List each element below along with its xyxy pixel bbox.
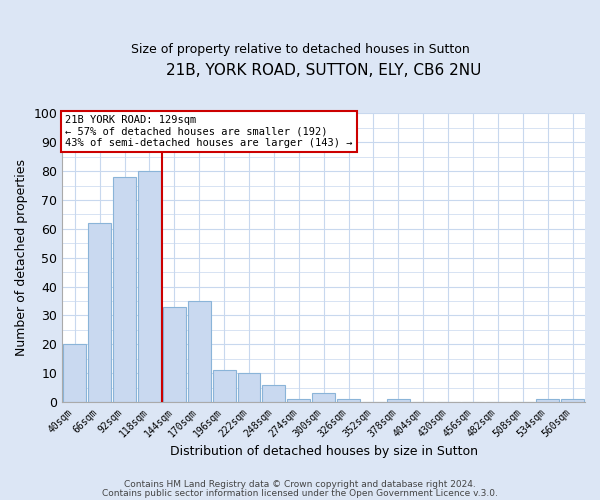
Y-axis label: Number of detached properties: Number of detached properties xyxy=(15,159,28,356)
Bar xyxy=(88,223,111,402)
Title: 21B, YORK ROAD, SUTTON, ELY, CB6 2NU: 21B, YORK ROAD, SUTTON, ELY, CB6 2NU xyxy=(166,62,481,78)
Bar xyxy=(188,301,211,402)
Bar xyxy=(63,344,86,402)
Bar xyxy=(536,399,559,402)
X-axis label: Distribution of detached houses by size in Sutton: Distribution of detached houses by size … xyxy=(170,444,478,458)
Bar xyxy=(312,394,335,402)
Bar xyxy=(238,373,260,402)
Bar xyxy=(113,177,136,402)
Bar xyxy=(337,399,360,402)
Bar xyxy=(387,399,410,402)
Bar xyxy=(561,399,584,402)
Text: Size of property relative to detached houses in Sutton: Size of property relative to detached ho… xyxy=(131,42,469,56)
Bar xyxy=(262,385,286,402)
Bar xyxy=(138,171,161,402)
Text: Contains HM Land Registry data © Crown copyright and database right 2024.: Contains HM Land Registry data © Crown c… xyxy=(124,480,476,489)
Bar xyxy=(212,370,236,402)
Text: 21B YORK ROAD: 129sqm
← 57% of detached houses are smaller (192)
43% of semi-det: 21B YORK ROAD: 129sqm ← 57% of detached … xyxy=(65,115,352,148)
Bar xyxy=(163,307,186,402)
Bar xyxy=(287,399,310,402)
Text: Contains public sector information licensed under the Open Government Licence v.: Contains public sector information licen… xyxy=(102,489,498,498)
